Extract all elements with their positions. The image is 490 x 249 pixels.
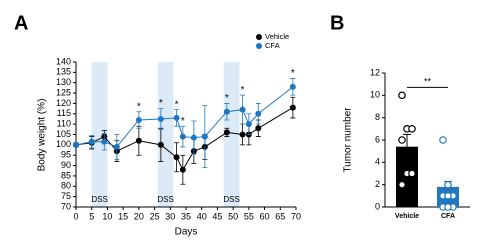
dss-label: DSS bbox=[223, 195, 239, 204]
data-point bbox=[408, 125, 416, 133]
y-tick-label: 8 bbox=[375, 112, 380, 122]
data-point bbox=[223, 108, 230, 115]
data-point bbox=[179, 166, 186, 173]
data-point bbox=[157, 115, 164, 122]
y-tick-label: 135 bbox=[56, 67, 71, 77]
data-point bbox=[245, 121, 252, 128]
data-point bbox=[113, 143, 120, 150]
significance-mark: * bbox=[241, 85, 245, 96]
data-point bbox=[289, 83, 296, 90]
data-point bbox=[239, 131, 246, 138]
x-tick-label: 50 bbox=[228, 211, 238, 221]
data-point bbox=[201, 133, 208, 140]
significance-mark: * bbox=[175, 99, 179, 110]
y-axis-label: Tumor number bbox=[343, 107, 354, 173]
x-tick-label: 35 bbox=[181, 211, 191, 221]
x-tick-label: CFA bbox=[441, 213, 455, 220]
x-tick-label: 60 bbox=[260, 211, 270, 221]
data-point bbox=[73, 141, 79, 148]
dss-label: DSS bbox=[157, 195, 173, 204]
x-tick-label: 15 bbox=[118, 211, 128, 221]
data-point bbox=[255, 110, 262, 117]
y-tick-label: 6 bbox=[375, 134, 380, 144]
y-tick-label: 95 bbox=[61, 150, 71, 160]
legend-label: Vehicle bbox=[265, 32, 289, 41]
significance-mark: * bbox=[181, 116, 185, 127]
significance-mark: * bbox=[225, 93, 229, 104]
data-point bbox=[179, 133, 186, 140]
dss-band bbox=[157, 62, 174, 207]
data-point bbox=[101, 138, 108, 145]
y-tick-label: 105 bbox=[56, 129, 71, 139]
data-point bbox=[408, 169, 416, 178]
significance-mark: * bbox=[137, 101, 141, 112]
data-point bbox=[135, 137, 142, 144]
x-tick-label: 70 bbox=[291, 211, 301, 221]
data-point bbox=[135, 117, 142, 123]
data-point bbox=[173, 154, 180, 161]
y-tick-label: 115 bbox=[57, 108, 71, 118]
dss-band bbox=[91, 62, 108, 207]
data-point bbox=[444, 203, 452, 211]
y-tick-label: 125 bbox=[56, 87, 71, 97]
x-tick-label: 10 bbox=[102, 211, 112, 221]
x-tick-label: 5 bbox=[89, 211, 94, 221]
y-tick-label: 90 bbox=[61, 160, 71, 170]
data-point bbox=[88, 138, 95, 145]
x-tick-label: 65 bbox=[275, 211, 285, 221]
data-point bbox=[173, 114, 180, 121]
x-tick-label: 40 bbox=[197, 211, 207, 221]
data-point bbox=[239, 106, 246, 113]
y-tick-label: 4 bbox=[375, 157, 380, 167]
x-axis-label: Days bbox=[175, 227, 198, 238]
data-point bbox=[444, 180, 452, 189]
data-point bbox=[444, 192, 452, 200]
significance-mark: * bbox=[159, 98, 163, 109]
figure: A B Days Body weight (%) Tumor number DS… bbox=[14, 12, 470, 238]
data-point bbox=[398, 91, 406, 100]
y-tick-label: 140 bbox=[56, 56, 71, 66]
significance-mark: * bbox=[291, 68, 295, 79]
y-tick-label: 0 bbox=[375, 201, 380, 211]
y-tick-label: 130 bbox=[56, 77, 71, 87]
data-point bbox=[223, 129, 230, 136]
dss-label: DSS bbox=[91, 195, 107, 204]
y-tick-label: 12 bbox=[370, 67, 380, 77]
y-tick-label: 10 bbox=[370, 90, 380, 100]
data-point bbox=[398, 136, 406, 144]
panel-label: B bbox=[330, 12, 344, 34]
legend-marker bbox=[256, 43, 262, 49]
y-tick-label: 85 bbox=[61, 170, 71, 180]
x-tick-label: 20 bbox=[134, 211, 144, 221]
legend-label: CFA bbox=[265, 41, 280, 50]
dss-band bbox=[223, 62, 240, 207]
data-point bbox=[190, 134, 197, 141]
data-point bbox=[255, 125, 262, 132]
x-tick-label: 55 bbox=[244, 211, 254, 221]
y-tick-label: 2 bbox=[375, 179, 380, 189]
y-tick-label: 70 bbox=[61, 201, 71, 211]
data-point bbox=[439, 136, 447, 144]
y-tick-label: 100 bbox=[56, 139, 71, 149]
x-tick-label: 45 bbox=[212, 211, 222, 221]
y-tick-label: 80 bbox=[61, 181, 71, 191]
y-tick-label: 110 bbox=[57, 119, 71, 129]
data-point bbox=[157, 141, 164, 148]
x-tick-label: Vehicle bbox=[395, 213, 419, 220]
panel-label: A bbox=[14, 12, 28, 34]
significance-mark: ** bbox=[424, 77, 432, 87]
x-tick-label: 30 bbox=[165, 211, 175, 221]
data-point bbox=[398, 180, 406, 189]
x-tick-label: 25 bbox=[150, 211, 160, 221]
y-tick-label: 120 bbox=[56, 98, 71, 108]
error-bar bbox=[403, 133, 411, 147]
x-tick-label: 0 bbox=[73, 211, 78, 221]
y-axis-label: Body weight (%) bbox=[37, 99, 48, 172]
data-point bbox=[289, 104, 296, 111]
y-tick-label: 75 bbox=[61, 191, 71, 201]
legend-marker bbox=[256, 34, 262, 40]
